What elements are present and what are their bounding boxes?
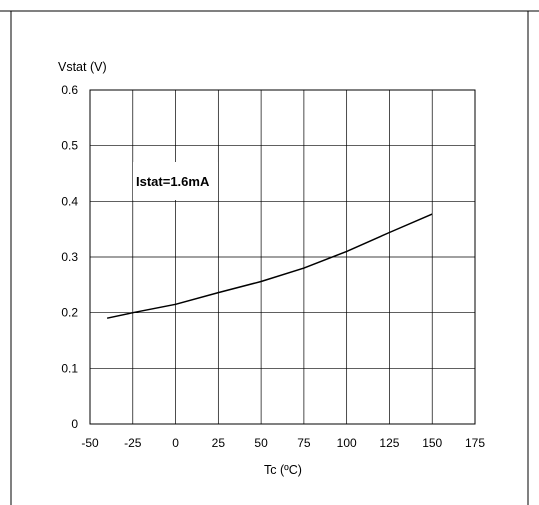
y-tick-label: 0.6 <box>61 83 78 97</box>
x-tick-label: 50 <box>254 436 268 450</box>
x-tick-label: 150 <box>422 436 442 450</box>
series-line <box>106 213 433 319</box>
y-tick-label: 0.1 <box>61 361 78 375</box>
x-tick-label: 0 <box>172 436 179 450</box>
x-tick-label: 100 <box>337 436 357 450</box>
x-tick-label: 175 <box>465 436 485 450</box>
y-tick-labels: 0 0.1 0.2 0.3 0.4 0.5 0.6 <box>61 83 78 431</box>
annotation-label: Istat=1.6mA <box>136 174 210 189</box>
x-tick-label: 75 <box>297 436 311 450</box>
x-tick-label: -25 <box>124 436 142 450</box>
grid <box>89 89 476 425</box>
y-tick-label: 0.3 <box>61 250 78 264</box>
x-tick-label: 25 <box>212 436 226 450</box>
plot-area-border <box>89 89 476 425</box>
x-axis-label: Tc (ºC) <box>264 463 302 477</box>
y-tick-label: 0.2 <box>61 306 78 320</box>
y-axis-label: Vstat (V) <box>58 60 107 74</box>
y-tick-label: 0 <box>71 417 78 431</box>
y-tick-label: 0.5 <box>61 139 78 153</box>
x-tick-label: -50 <box>81 436 99 450</box>
y-tick-label: 0.4 <box>61 194 78 208</box>
annotation-box <box>133 162 218 200</box>
x-tick-label: 125 <box>379 436 399 450</box>
x-tick-labels: -50 -25 0 25 50 75 100 125 150 175 <box>81 436 485 450</box>
